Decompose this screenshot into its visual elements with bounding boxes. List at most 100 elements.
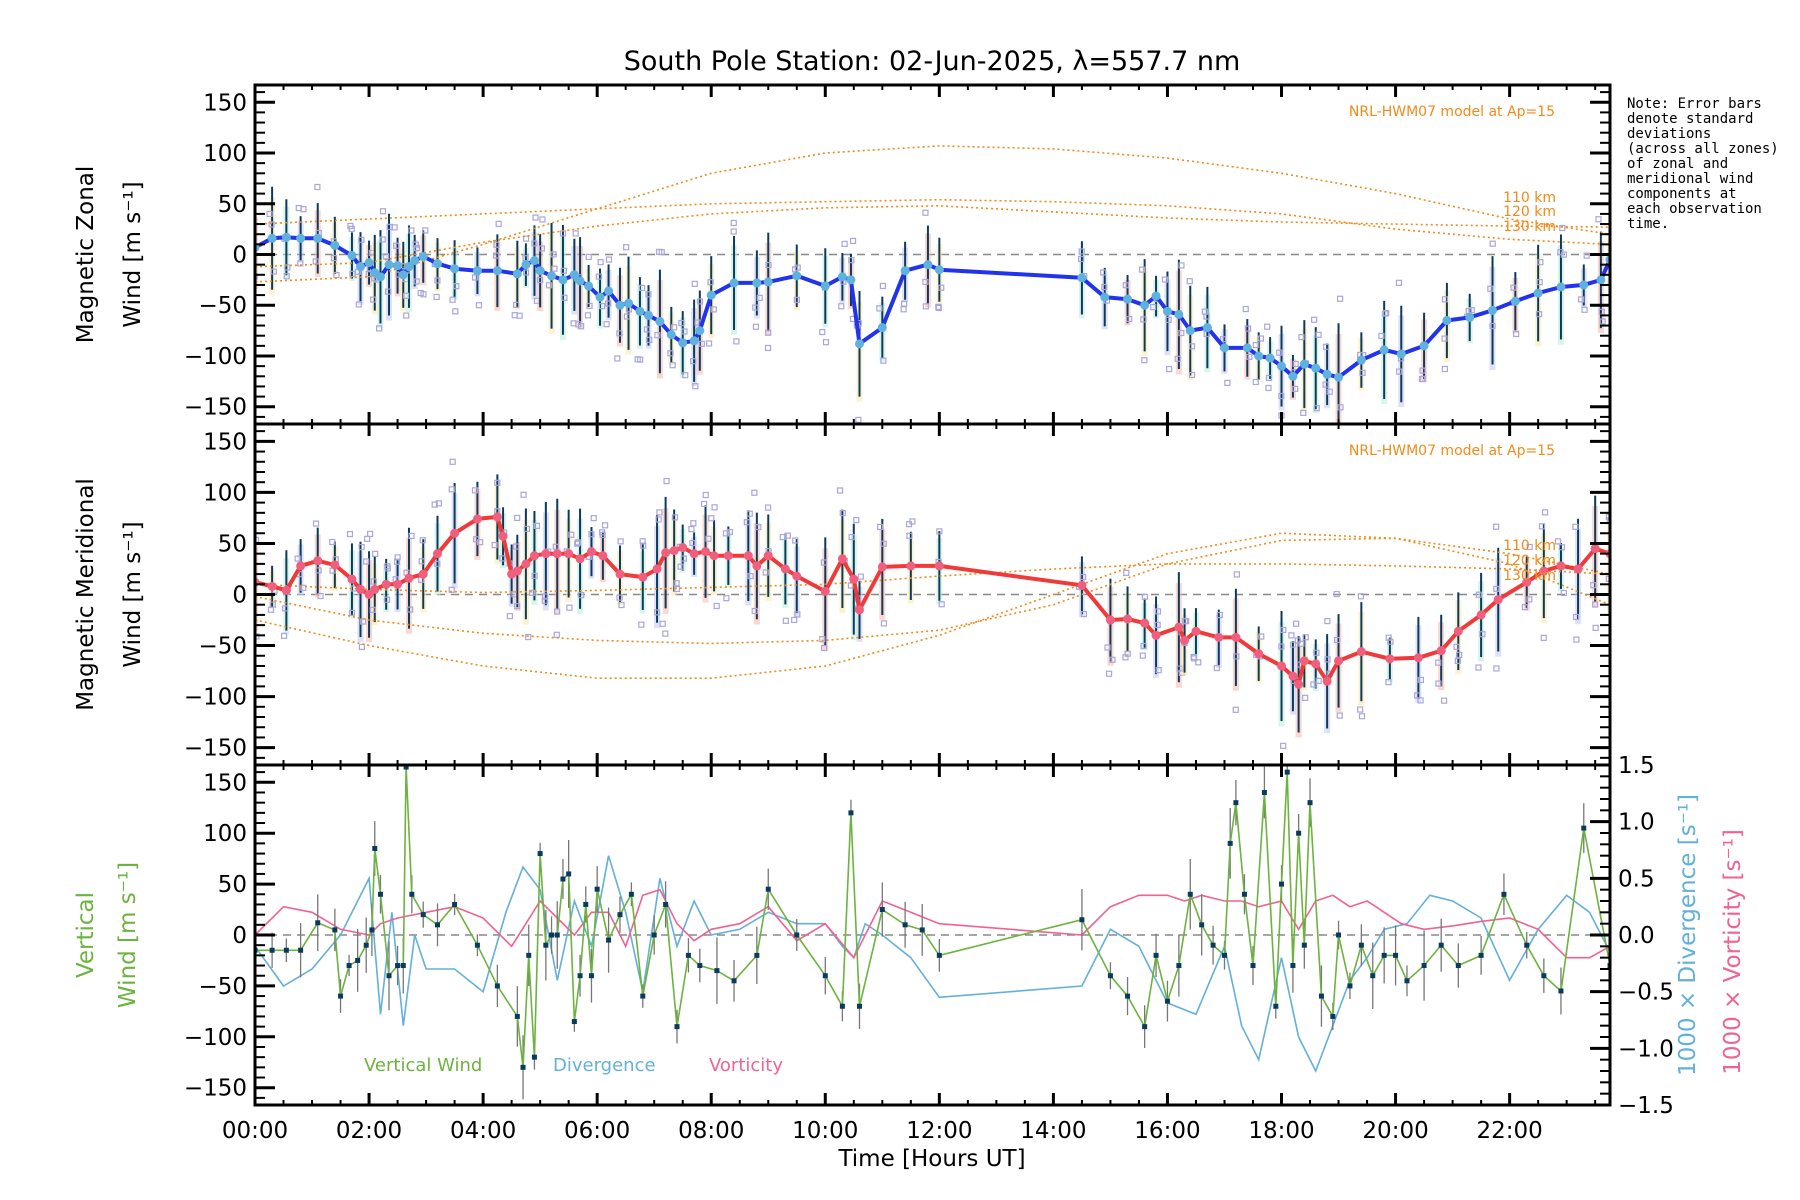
zone-point <box>658 249 665 256</box>
zone-point <box>1441 296 1449 303</box>
mean-wind-point <box>906 561 916 571</box>
zone-point <box>1140 316 1147 323</box>
mean-wind-point <box>552 549 562 559</box>
zone-point <box>1435 659 1442 666</box>
y2-tick-label: −1.0 <box>1618 1036 1674 1062</box>
zone-point <box>1387 638 1394 645</box>
mean-wind-point <box>1140 618 1150 628</box>
zone-point <box>1313 405 1320 412</box>
vertical-wind-point <box>1187 891 1193 897</box>
zone-point <box>663 477 670 485</box>
zone-point <box>1315 331 1322 338</box>
y-tick-label: 150 <box>203 429 247 455</box>
zone-point <box>1165 316 1172 323</box>
mean-wind-point <box>529 551 539 561</box>
zone-point <box>1419 375 1426 382</box>
mean-wind-point <box>364 258 374 268</box>
mean-wind-point <box>669 546 679 556</box>
mean-wind-point <box>729 278 739 288</box>
zone-point <box>280 632 288 639</box>
zone-point <box>1310 681 1317 688</box>
mean-wind-point <box>706 290 716 300</box>
vertical-wind-point <box>731 978 737 984</box>
zone-point <box>372 550 379 557</box>
x-tick-label: 02:00 <box>336 1118 402 1144</box>
zone-point <box>1140 642 1147 650</box>
zone-point <box>614 355 621 362</box>
vertical-wind-point <box>902 922 908 928</box>
vertical-wind-point <box>1301 942 1307 948</box>
zone-point <box>514 603 521 610</box>
zone-point <box>403 292 410 299</box>
note-line: each observation <box>1627 201 1762 217</box>
mean-wind-point <box>1334 656 1344 666</box>
zone-point <box>578 591 585 599</box>
vertical-wind-point <box>617 912 623 918</box>
vertical-wind-point <box>674 1024 680 1030</box>
zone-point <box>1278 392 1285 400</box>
vertical-wind-point <box>549 932 555 938</box>
zone-point <box>1105 670 1113 677</box>
zone-point <box>730 219 737 227</box>
zone-point <box>525 633 532 641</box>
mean-wind-point <box>432 549 442 559</box>
zone-point <box>705 535 712 542</box>
zone-point <box>523 269 530 276</box>
zone-point <box>623 313 630 320</box>
vertical-wind-point <box>369 927 375 933</box>
mean-wind-point <box>1100 292 1110 302</box>
mean-wind-point <box>1465 312 1475 322</box>
mean-wind-point <box>837 272 847 282</box>
zone-point <box>1302 634 1309 641</box>
zone-point <box>1395 279 1403 286</box>
zone-point <box>876 305 883 312</box>
zone-point <box>532 214 539 221</box>
zone-point <box>1324 617 1331 625</box>
vertical-wind-point <box>554 932 560 938</box>
vertical-wind-point <box>1307 800 1313 806</box>
mean-wind-point <box>1533 288 1543 298</box>
vertical-wind-point <box>1210 942 1216 948</box>
zone-point <box>936 528 943 535</box>
vertical-wind-point <box>606 937 612 943</box>
mean-wind-point <box>1288 371 1298 381</box>
vertical-wind-point <box>839 1003 845 1009</box>
vertical-wind-point <box>377 891 383 897</box>
vertical-wind-point <box>434 922 440 928</box>
zone-point <box>1337 295 1344 302</box>
y-tick-label: −150 <box>184 736 247 762</box>
vertical-wind-point <box>714 968 720 974</box>
zone-point <box>475 302 483 309</box>
zone-point <box>1224 379 1231 386</box>
zone-point <box>1489 322 1496 330</box>
zone-point <box>1324 656 1331 663</box>
zone-point <box>1280 742 1287 749</box>
zone-point <box>566 604 573 611</box>
y-tick-label: −150 <box>184 1076 247 1102</box>
mean-wind-point <box>1396 349 1406 359</box>
vertical-wind-point <box>1558 988 1564 994</box>
zone-point <box>370 296 377 303</box>
mean-wind-point <box>1522 577 1532 587</box>
y-tick-label: −100 <box>184 685 247 711</box>
mean-wind-point <box>541 549 551 559</box>
zone-point <box>1216 611 1223 619</box>
zone-point <box>584 312 592 319</box>
mean-wind-point <box>569 270 579 280</box>
vertical-wind-point <box>1284 769 1290 775</box>
vertical-wind-point <box>879 907 885 913</box>
zone-point <box>848 533 855 541</box>
zone-point <box>922 303 929 310</box>
mean-wind-point <box>1299 359 1309 369</box>
vertical-wind-point <box>363 942 369 948</box>
zone-point <box>1150 303 1157 311</box>
zone-point <box>541 597 548 604</box>
zone-point <box>782 617 789 624</box>
vertical-wind-point <box>1125 993 1131 999</box>
vertical-wind-point <box>420 912 426 918</box>
zone-point <box>586 302 593 310</box>
zone-point <box>560 267 567 274</box>
zone-point <box>1441 365 1448 373</box>
vertical-wind-point <box>1221 952 1227 958</box>
